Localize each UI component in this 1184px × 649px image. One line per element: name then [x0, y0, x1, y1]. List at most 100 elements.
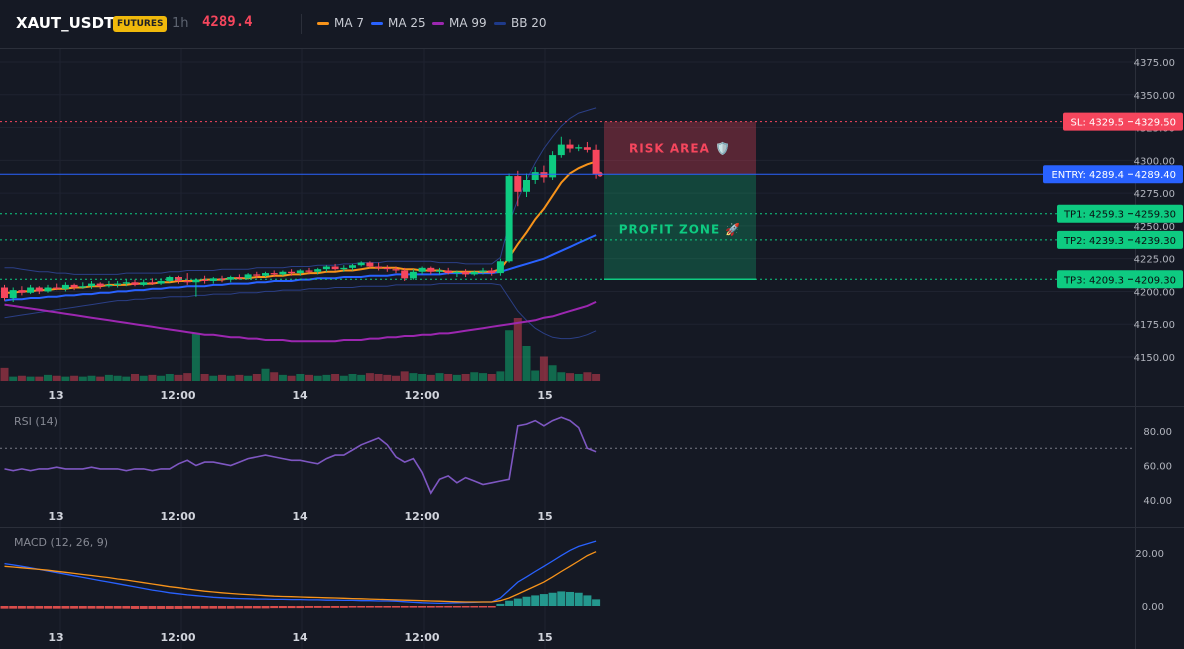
last-price: 4289.4 — [202, 14, 253, 30]
ma99-line — [4, 300, 597, 343]
legend-ma99[interactable]: MA 99 — [432, 16, 487, 30]
candle-body — [131, 282, 139, 285]
macd-line — [4, 540, 597, 605]
macd-histogram-bar — [261, 606, 270, 609]
macd-histogram-bar — [131, 606, 139, 609]
macd-histogram-bar — [305, 606, 313, 608]
volume-bar — [191, 332, 200, 381]
candle-body — [540, 172, 548, 178]
volume-bar — [157, 375, 166, 381]
time-tick-label: 13 — [48, 389, 63, 402]
candle-body — [253, 274, 261, 276]
volume-bars — [0, 318, 601, 381]
volume-bar — [522, 346, 531, 381]
candle-body — [479, 270, 487, 272]
macd-histogram-bar — [96, 606, 105, 609]
legend-ma7[interactable]: MA 7 — [317, 16, 364, 30]
price-tick-label: 4300.00 — [1134, 156, 1175, 167]
time-tick-label: 12:00 — [404, 389, 439, 402]
candle-body — [444, 270, 452, 274]
time-tick-label: 12:00 — [160, 389, 195, 402]
candle-body — [383, 267, 391, 270]
header-divider — [301, 14, 302, 34]
macd-histogram-bar — [522, 596, 531, 606]
volume-bar — [244, 375, 253, 381]
legend-bb20[interactable]: BB 20 — [494, 16, 547, 30]
macd-histogram-bar — [470, 606, 479, 608]
candle-body — [340, 267, 348, 270]
candle-body — [166, 277, 174, 281]
volume-bar — [165, 374, 174, 381]
candle-body — [235, 277, 243, 279]
time-tick-label: 12:00 — [160, 631, 195, 644]
tp1-tag-text: TP1: 4259.3 — [1063, 210, 1124, 221]
macd-histogram-bar — [35, 606, 44, 609]
price-tick-label: 4200.00 — [1134, 287, 1175, 298]
macd-histogram-bar — [479, 606, 487, 608]
candle-body — [322, 266, 330, 270]
macd-pane[interactable]: MACD (12, 26, 9) 20.00 0.00 — [0, 536, 1165, 613]
volume-bar — [418, 374, 427, 381]
rsi-pane[interactable]: RSI (14) 80.00 60.00 40.00 — [0, 415, 1172, 507]
sl-tag-background — [1063, 112, 1183, 131]
candle-body — [53, 287, 61, 289]
candle-body — [436, 270, 443, 272]
candle-body — [201, 279, 209, 281]
timeframe-selector[interactable]: 1h — [172, 16, 189, 31]
volume-bar — [426, 374, 435, 381]
sl-tag[interactable]: SL: 4329.5 4329.50 — [1063, 112, 1183, 131]
price-tick-label: 4275.00 — [1134, 189, 1175, 200]
volume-bar — [148, 374, 157, 381]
macd-histogram-bar — [9, 606, 18, 609]
candle-body — [175, 277, 182, 281]
tp1-tag[interactable]: TP1: 4259.3 4259.30 — [1057, 204, 1183, 223]
volume-bar — [531, 370, 540, 381]
volume-bar — [313, 375, 322, 381]
volume-bar — [78, 376, 87, 381]
entry-tag[interactable]: ENTRY: 4289.4 4289.40 — [1043, 165, 1183, 184]
bb-lower-line — [4, 283, 597, 340]
volume-bar — [270, 372, 279, 381]
tp3-axis-price: 4209.30 — [1135, 275, 1176, 286]
tp2-tag[interactable]: TP2: 4239.3 4239.30 — [1057, 230, 1183, 249]
volume-bar — [183, 373, 192, 381]
tp3-tag[interactable]: TP3: 4209.3 4209.30 — [1057, 270, 1183, 289]
candle-body — [523, 180, 530, 192]
time-axes: 13 12:00 14 12:00 15 13 12:00 14 12:00 15 13 12:00 1… — [48, 389, 552, 644]
time-tick-label: 12:00 — [404, 631, 439, 644]
macd-tick-label: 0.00 — [1142, 602, 1164, 613]
macd-histogram-bar — [418, 606, 427, 608]
candle-body — [122, 282, 130, 284]
volume-bar — [87, 375, 96, 381]
price-tick-label: 4250.00 — [1134, 222, 1175, 233]
macd-histogram-bar — [52, 606, 61, 609]
volume-bar — [104, 374, 113, 381]
macd-histogram-bar — [548, 592, 557, 606]
volume-bar — [200, 374, 209, 381]
tp1-axis-price: 4259.30 — [1135, 210, 1176, 221]
symbol-name[interactable]: XAUT_USDT — [16, 14, 115, 32]
macd-title: MACD (12, 26, 9) — [14, 536, 108, 549]
candle-body — [157, 280, 165, 284]
tp3-tag-text: TP3: 4209.3 — [1063, 275, 1124, 286]
candle-body — [140, 282, 148, 285]
volume-bar — [479, 373, 487, 381]
macd-histogram-bar — [313, 606, 322, 608]
candle-body — [44, 287, 52, 292]
macd-histogram-bar — [113, 606, 122, 609]
macd-histogram-bar — [339, 606, 348, 608]
macd-histogram-bar — [574, 592, 583, 606]
time-tick-label: 12:00 — [160, 510, 195, 523]
macd-histogram-bar — [513, 598, 522, 606]
candle-body — [305, 270, 313, 272]
legend-ma25[interactable]: MA 25 — [371, 16, 426, 30]
rsi-line — [4, 416, 597, 495]
volume-bar — [348, 374, 357, 381]
volume-bar — [365, 373, 374, 381]
candle-body — [401, 270, 409, 279]
volume-bar — [174, 374, 183, 381]
macd-histogram-bar — [435, 606, 444, 608]
macd-histogram-bar — [374, 606, 383, 608]
volume-bar — [392, 375, 400, 381]
